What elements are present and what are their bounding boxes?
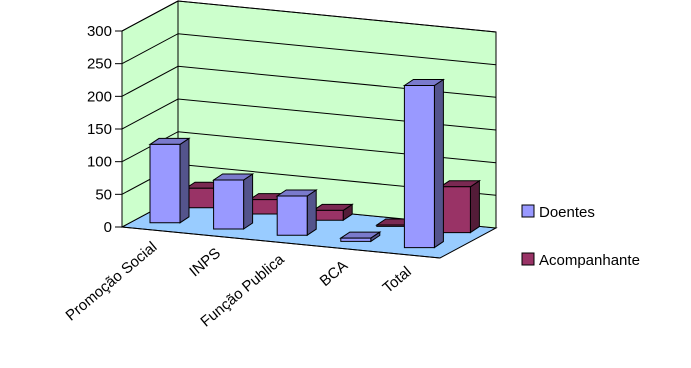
gridline — [121, 0, 497, 33]
y-tick-label: 150 — [87, 121, 112, 138]
y-tick-label: 50 — [95, 186, 112, 203]
y-tick-label: 300 — [87, 23, 112, 40]
chart-axes — [115, 30, 441, 259]
y-tick-label: 0 — [104, 219, 112, 236]
gridline — [121, 98, 497, 131]
legend-swatch-doentes — [521, 204, 535, 218]
chart-gridlines — [121, 0, 497, 196]
legend-swatch-acompanhante — [521, 252, 535, 266]
y-tick-label: 200 — [87, 88, 112, 105]
legend-label-doentes: Doentes — [539, 204, 595, 221]
bar-acompanhante-2 — [311, 203, 354, 222]
legend: Doentes Acompanhante — [521, 204, 640, 269]
gridline — [121, 65, 497, 98]
category-label: INPS — [186, 245, 224, 281]
bar-doentes-3 — [339, 231, 382, 243]
category-label: BCA — [317, 257, 352, 290]
gridline — [121, 131, 497, 164]
bar-doentes-2 — [275, 189, 318, 237]
chart-bars — [148, 78, 482, 249]
y-tick-label: 250 — [87, 56, 112, 73]
y-tick-labels: 0 50 100 150 200 250 300 — [87, 23, 112, 236]
y-tick-label: 100 — [87, 154, 112, 171]
bar-doentes-0 — [148, 137, 191, 224]
x-axis — [121, 226, 441, 259]
legend-label-acompanhante: Acompanhante — [539, 252, 640, 269]
gridline — [121, 33, 497, 66]
bar-acompanhante-4 — [438, 179, 482, 234]
bar-doentes-1 — [211, 173, 255, 230]
category-label: Total — [380, 263, 415, 296]
bar-doentes-4 — [402, 78, 446, 249]
category-label: Promoção Social — [63, 239, 161, 325]
